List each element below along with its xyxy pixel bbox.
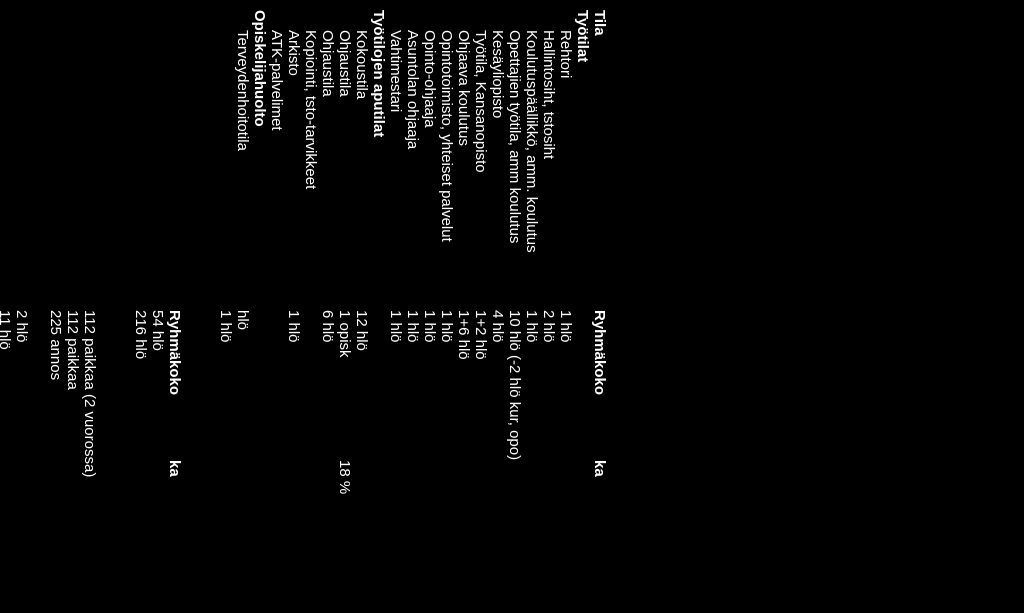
row-mid: 2 hlö bbox=[541, 310, 556, 343]
header-ka: ka bbox=[592, 460, 607, 477]
row-mid: 1 hlö bbox=[286, 310, 301, 343]
row-mid: hlö bbox=[235, 310, 250, 330]
row-mid: 1 hlö bbox=[558, 310, 573, 343]
row-label: Opintotoimisto, yhteiset palvelut bbox=[439, 30, 454, 242]
row-label: Työtila, Kansanopisto bbox=[473, 30, 488, 173]
row-mid: 1 hlö bbox=[439, 310, 454, 343]
row-mid: 1+6 hlö bbox=[456, 310, 471, 360]
bottom-row: 225 annos bbox=[48, 310, 63, 380]
row-label: Kokoustila bbox=[354, 30, 369, 99]
section-title: Työtilat bbox=[575, 10, 590, 62]
tail-row: 2 hlö bbox=[14, 310, 29, 343]
bottom-row: 112 paikkaa bbox=[65, 310, 80, 390]
row-label: Kesäyliopisto bbox=[490, 30, 505, 118]
row-mid: 4 hlö bbox=[490, 310, 505, 343]
tail-row: 11 hlö bbox=[0, 310, 12, 350]
row-label: Kopiointi, tsto-tarvikkeet bbox=[303, 30, 318, 189]
row-label: Opinto-ohjaaja bbox=[422, 30, 437, 128]
row-label: Hallintosiht, tstosiht bbox=[541, 30, 556, 159]
row-label: Terveydenhoitotila bbox=[235, 30, 250, 151]
row-label: Vahtimestari bbox=[388, 30, 403, 112]
row-mid: 12 hlö bbox=[354, 310, 369, 351]
midblock2-h2: ka bbox=[167, 460, 182, 477]
row-label: Ohjaava koulutus bbox=[456, 30, 471, 146]
row-mid: 1 hlö bbox=[422, 310, 437, 343]
row-mid: 1+2 hlö bbox=[473, 310, 488, 360]
midblock2-row: 216 hlö bbox=[133, 310, 148, 359]
header-ryhmakoko: Ryhmäkoko bbox=[592, 310, 607, 395]
row-label: Rehtori bbox=[558, 30, 573, 78]
row-mid: 10 hlö (-2 hlö kur, opo) bbox=[507, 310, 522, 460]
row-label: Asuntolan ohjaaja bbox=[405, 30, 420, 149]
midblock2-row: 54 hlö bbox=[150, 310, 165, 351]
row-mid: 1 hlö bbox=[405, 310, 420, 343]
row-mid: 1 hlö bbox=[218, 310, 233, 343]
row-label: Ohjaustila bbox=[320, 30, 335, 97]
row-right: 18 % bbox=[337, 460, 352, 494]
row-mid: 1 opisk bbox=[337, 310, 352, 358]
row-label: Koulutuspäällikkö, amm. koulutus bbox=[524, 30, 539, 253]
row-mid: 6 hlö bbox=[320, 310, 335, 343]
row-mid: 1 hlö bbox=[388, 310, 403, 343]
bottom-row: 112 paikkaa (2 vuorossa) bbox=[82, 310, 97, 477]
row-label: Arkisto bbox=[286, 30, 301, 76]
section-title: Opiskelijahuolto bbox=[252, 10, 267, 127]
row-label: ATK-palvelimet bbox=[269, 30, 284, 131]
row-mid: 1 hlö bbox=[524, 310, 539, 343]
section-title: Työtilojen aputilat bbox=[371, 10, 386, 137]
midblock2-h1: Ryhmäkoko bbox=[167, 310, 182, 395]
header-tila: Tila bbox=[592, 10, 607, 36]
row-label: Opettajien työtila, amm koulutus bbox=[507, 30, 522, 243]
row-label: Ohjaustila bbox=[337, 30, 352, 97]
